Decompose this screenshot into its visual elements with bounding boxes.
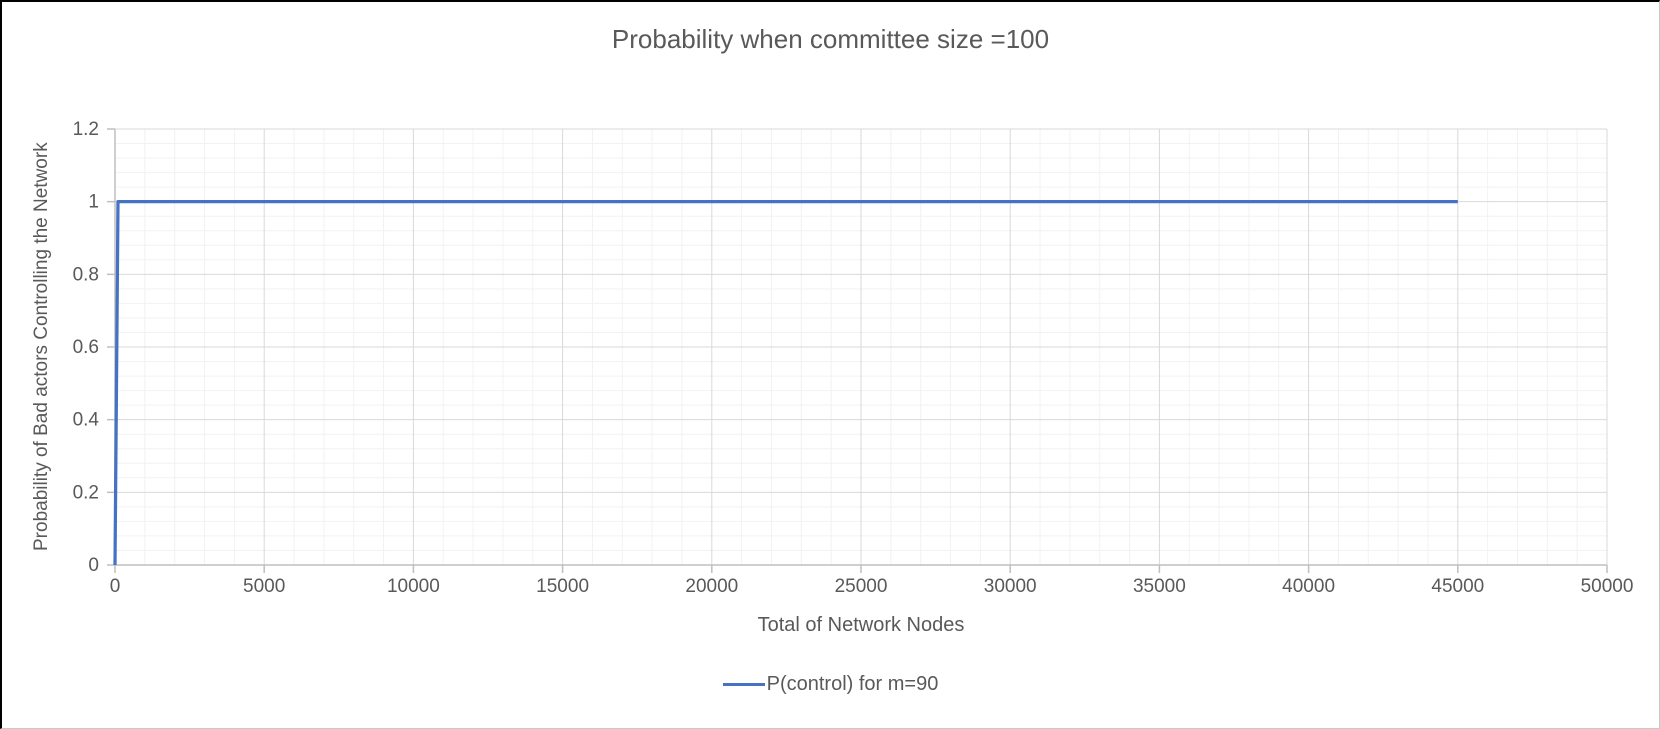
legend-line-swatch xyxy=(722,683,765,686)
y-tick-label: 1 xyxy=(88,192,99,213)
y-tick-label: 0 xyxy=(88,555,99,576)
x-tick-label: 25000 xyxy=(835,576,888,597)
y-tick-label: 0.8 xyxy=(73,264,99,285)
x-tick-label: 10000 xyxy=(387,576,440,597)
legend: P(control) for m=90 xyxy=(2,673,1659,696)
chart-title: Probability when committee size =100 xyxy=(611,24,1050,54)
x-tick-label: 5000 xyxy=(243,576,285,597)
x-axis-title: Total of Network Nodes xyxy=(757,614,965,636)
y-tick-label: 1.2 xyxy=(73,119,99,140)
y-tick-label: 0.4 xyxy=(73,410,100,431)
series-line xyxy=(113,200,1458,566)
x-tick-label: 20000 xyxy=(685,576,738,597)
x-tick-label: 15000 xyxy=(536,576,589,597)
x-tick-label: 0 xyxy=(110,576,121,597)
x-tick-label: 35000 xyxy=(1133,576,1186,597)
y-tick-label: 0.2 xyxy=(73,482,99,503)
x-tick-label: 40000 xyxy=(1282,576,1335,597)
y-axis-title: Probability of Bad actors Controlling th… xyxy=(31,142,52,552)
x-tick-label: 45000 xyxy=(1431,576,1484,597)
x-tick-label: 50000 xyxy=(1581,576,1634,597)
x-tick-label: 30000 xyxy=(984,576,1037,597)
y-tick-label: 0.6 xyxy=(73,337,99,358)
legend-label: P(control) for m=90 xyxy=(766,673,939,695)
